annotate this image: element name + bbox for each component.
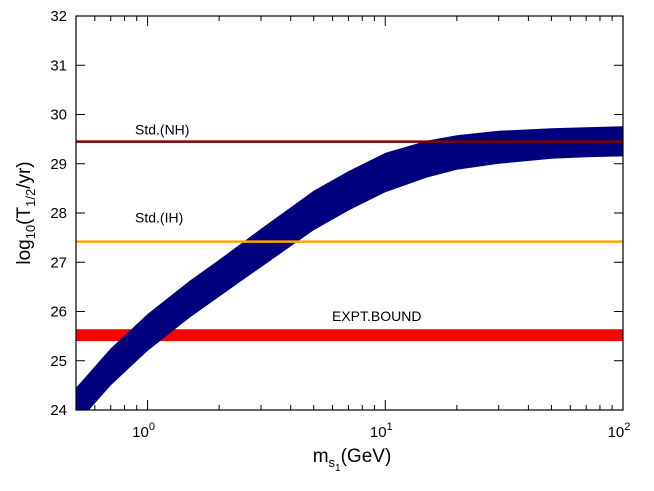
x-tick-label: 100 <box>132 421 155 441</box>
y-tick-label: 30 <box>50 107 67 124</box>
y-axis-label: log10(T1/2/yr) <box>14 161 38 264</box>
x-tick-label: 102 <box>608 421 631 441</box>
y-tick-label: 31 <box>50 57 67 74</box>
prediction-band <box>76 126 623 410</box>
x-axis-label: ms1(GeV) <box>313 446 392 474</box>
y-tick-label: 24 <box>50 402 67 419</box>
plot-area <box>76 126 623 410</box>
line-label-2: Std.(IH) <box>135 210 183 226</box>
axis-ticks: 24 25 26 27 28 29 30 31 32 100 101 102 <box>50 8 630 441</box>
y-tick-label: 27 <box>50 254 67 271</box>
line-label-1: Std.(NH) <box>135 122 189 138</box>
expt-bound-label: EXPT.BOUND <box>332 308 421 324</box>
y-tick-label: 28 <box>50 205 67 222</box>
y-tick-label: 25 <box>50 353 67 370</box>
expt-bound-band <box>76 329 623 342</box>
annotation-labels: Std.(NH) Std.(IH) EXPT.BOUND <box>135 122 421 325</box>
y-tick-label: 26 <box>50 304 67 321</box>
y-tick-label: 32 <box>50 8 67 25</box>
x-tick-label: 101 <box>370 421 393 441</box>
y-tick-label: 29 <box>50 156 67 173</box>
